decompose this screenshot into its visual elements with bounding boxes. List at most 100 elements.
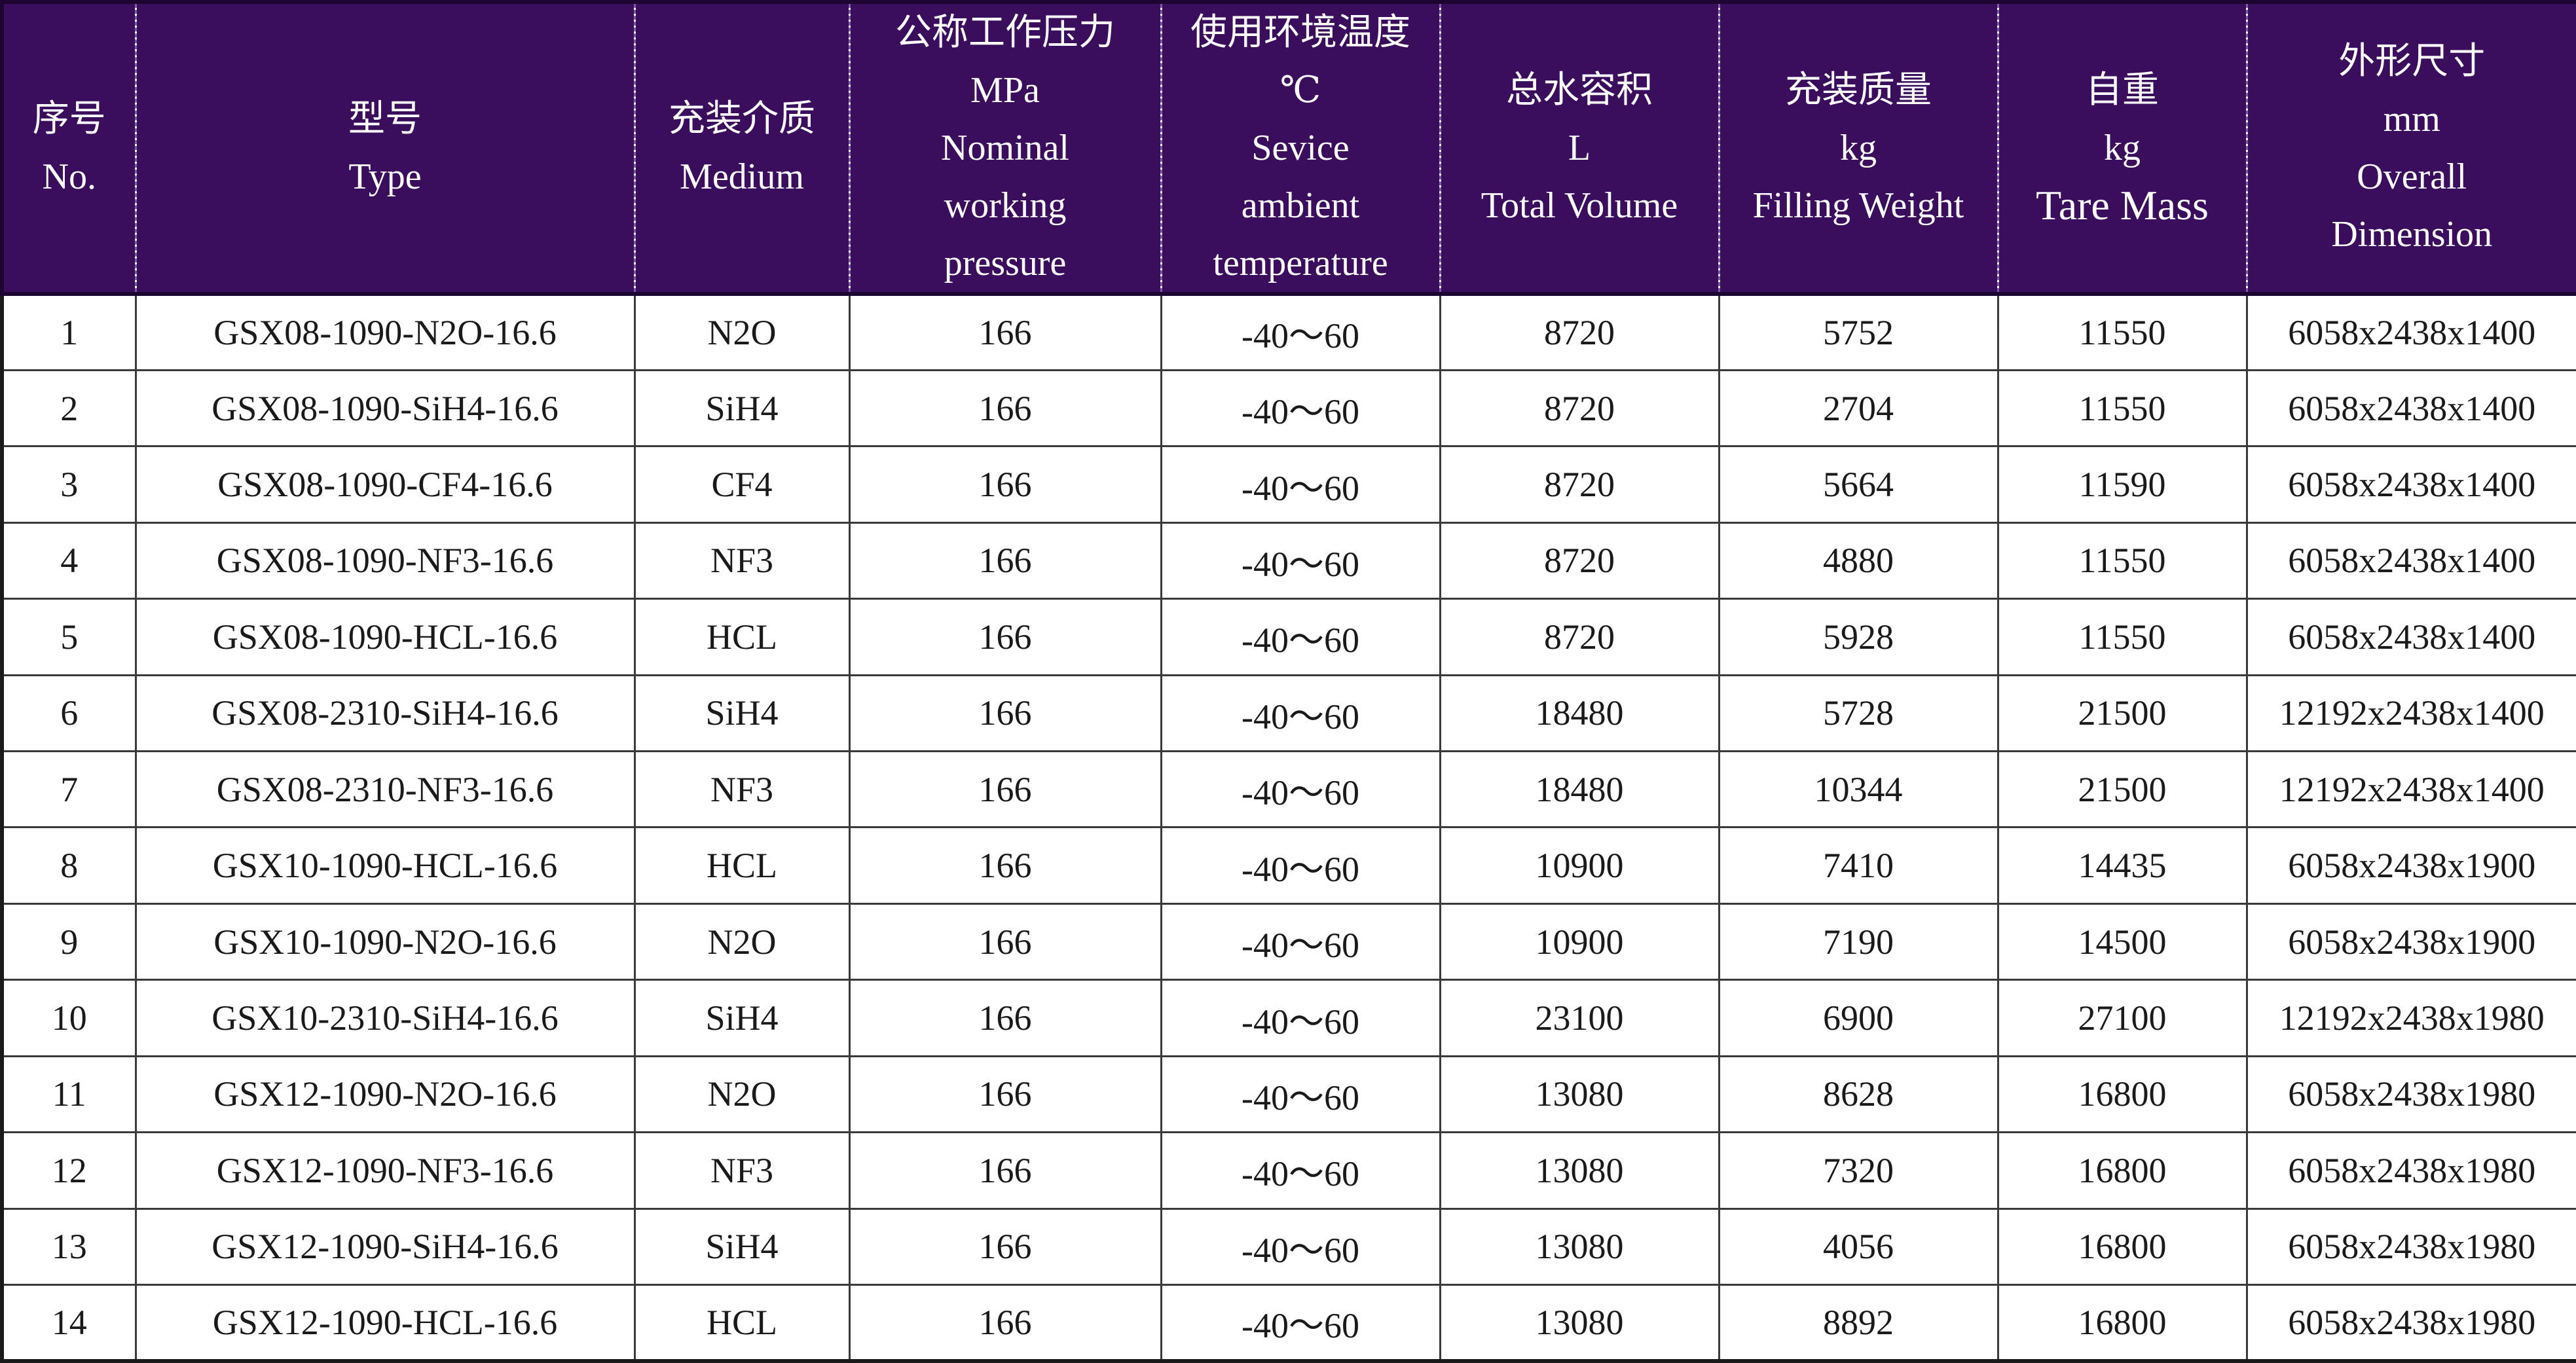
cell-type: GSX08-1090-HCL-16.6 (136, 598, 636, 676)
cell-temperature: -40～60 (1161, 1056, 1441, 1134)
cell-temperature: -40～60 (1161, 1284, 1441, 1363)
cell-pressure: 166 (849, 1056, 1162, 1134)
header-volume: 总水容积 L Total Volume (1440, 0, 1720, 296)
cell-medium: HCL (635, 827, 851, 905)
cell-dimension: 6058x2438x1900 (2247, 827, 2576, 905)
cell-temperature: -40～60 (1161, 675, 1441, 753)
cell-tare-mass: 14435 (1998, 827, 2248, 905)
cell-pressure: 166 (849, 827, 1162, 905)
cell-tare-mass: 21500 (1998, 675, 2248, 753)
cell-volume: 10900 (1440, 827, 1720, 905)
cell-no: 8 (0, 827, 137, 905)
cell-type: GSX10-1090-N2O-16.6 (136, 903, 636, 981)
header-line: 外形尺寸 (2338, 41, 2486, 82)
cell-dimension: 6058x2438x1980 (2247, 1132, 2576, 1210)
cell-pressure: 166 (849, 979, 1162, 1057)
header-line: Filling Weight (1752, 185, 1964, 226)
cell-type: GSX08-2310-SiH4-16.6 (136, 675, 636, 753)
header-medium: 充装介质 Medium (635, 0, 851, 296)
header-pressure: 公称工作压力 MPa Nominal working pressure (849, 0, 1162, 296)
cell-tare-mass: 11550 (1998, 370, 2248, 448)
cell-medium: SiH4 (635, 979, 851, 1057)
cell-medium: CF4 (635, 446, 851, 524)
cell-no: 14 (0, 1284, 137, 1363)
table-row: 1 GSX08-1090-N2O-16.6 N2O 166 -40～60 872… (0, 294, 2576, 371)
cell-filling-weight: 7190 (1719, 903, 1999, 981)
cell-no: 5 (0, 598, 137, 676)
cell-temperature: -40～60 (1161, 979, 1441, 1057)
cell-pressure: 166 (849, 1284, 1162, 1363)
cell-tare-mass: 11550 (1998, 294, 2248, 371)
header-line: Dimension (2331, 214, 2493, 255)
header-line: Sevice (1251, 128, 1350, 168)
cell-temperature: -40～60 (1161, 751, 1441, 829)
cell-dimension: 6058x2438x1980 (2247, 1209, 2576, 1286)
cell-type: GSX12-1090-N2O-16.6 (136, 1056, 636, 1134)
header-line: Nominal (941, 128, 1069, 168)
cell-temperature: -40～60 (1161, 598, 1441, 676)
cell-filling-weight: 5752 (1719, 294, 1999, 371)
cell-filling-weight: 4880 (1719, 522, 1999, 600)
header-line: Medium (680, 156, 804, 197)
header-line: mm (2383, 99, 2440, 139)
cell-dimension: 6058x2438x1400 (2247, 522, 2576, 600)
table-row: 13 GSX12-1090-SiH4-16.6 SiH4 166 -40～60 … (0, 1209, 2576, 1286)
table-row: 8 GSX10-1090-HCL-16.6 HCL 166 -40～60 109… (0, 827, 2576, 905)
header-line: 型号 (348, 99, 422, 139)
cell-filling-weight: 8892 (1719, 1284, 1999, 1363)
cell-pressure: 166 (849, 598, 1162, 676)
table-row: 3 GSX08-1090-CF4-16.6 CF4 166 -40～60 872… (0, 446, 2576, 524)
cell-pressure: 166 (849, 294, 1162, 371)
header-line: 充装质量 (1785, 70, 1932, 111)
cell-volume: 13080 (1440, 1284, 1720, 1363)
cell-type: GSX08-1090-SiH4-16.6 (136, 370, 636, 448)
cell-type: GSX08-1090-NF3-16.6 (136, 522, 636, 600)
cell-temperature: -40～60 (1161, 522, 1441, 600)
cell-dimension: 6058x2438x1400 (2247, 294, 2576, 371)
cell-no: 3 (0, 446, 137, 524)
cell-no: 13 (0, 1209, 137, 1286)
cell-volume: 13080 (1440, 1209, 1720, 1286)
table-row: 12 GSX12-1090-NF3-16.6 NF3 166 -40～60 13… (0, 1132, 2576, 1210)
cell-medium: N2O (635, 1056, 851, 1134)
cell-medium: NF3 (635, 1132, 851, 1210)
header-line: Overall (2357, 156, 2467, 197)
cell-filling-weight: 5728 (1719, 675, 1999, 753)
table-row: 14 GSX12-1090-HCL-16.6 HCL 166 -40～60 13… (0, 1284, 2576, 1363)
cell-no: 7 (0, 751, 137, 829)
cell-filling-weight: 10344 (1719, 751, 1999, 829)
cell-type: GSX10-2310-SiH4-16.6 (136, 979, 636, 1057)
header-line: No. (42, 156, 96, 197)
cell-volume: 8720 (1440, 522, 1720, 600)
cell-tare-mass: 14500 (1998, 903, 2248, 981)
header-line: temperature (1213, 243, 1388, 283)
cell-no: 9 (0, 903, 137, 981)
cell-pressure: 166 (849, 675, 1162, 753)
cell-volume: 13080 (1440, 1056, 1720, 1134)
table-body: 1 GSX08-1090-N2O-16.6 N2O 166 -40～60 872… (0, 294, 2576, 1363)
cell-medium: SiH4 (635, 370, 851, 448)
header-line: 自重 (2086, 70, 2159, 111)
cell-no: 10 (0, 979, 137, 1057)
cell-volume: 8720 (1440, 294, 1720, 371)
header-line: MPa (970, 70, 1040, 111)
header-line: Total Volume (1481, 185, 1678, 226)
cell-tare-mass: 11550 (1998, 522, 2248, 600)
table-row: 2 GSX08-1090-SiH4-16.6 SiH4 166 -40～60 8… (0, 370, 2576, 448)
header-line: kg (2104, 128, 2141, 168)
cell-tare-mass: 11550 (1998, 598, 2248, 676)
cell-volume: 18480 (1440, 751, 1720, 829)
cell-medium: SiH4 (635, 1209, 851, 1286)
cell-tare-mass: 16800 (1998, 1284, 2248, 1363)
cell-volume: 10900 (1440, 903, 1720, 981)
cell-filling-weight: 6900 (1719, 979, 1999, 1057)
cell-filling-weight: 5664 (1719, 446, 1999, 524)
header-line: 公称工作压力 (895, 12, 1115, 53)
cell-no: 12 (0, 1132, 137, 1210)
cell-filling-weight: 7410 (1719, 827, 1999, 905)
table-row: 4 GSX08-1090-NF3-16.6 NF3 166 -40～60 872… (0, 522, 2576, 600)
cell-type: GSX12-1090-SiH4-16.6 (136, 1209, 636, 1286)
cell-type: GSX10-1090-HCL-16.6 (136, 827, 636, 905)
cell-filling-weight: 2704 (1719, 370, 1999, 448)
